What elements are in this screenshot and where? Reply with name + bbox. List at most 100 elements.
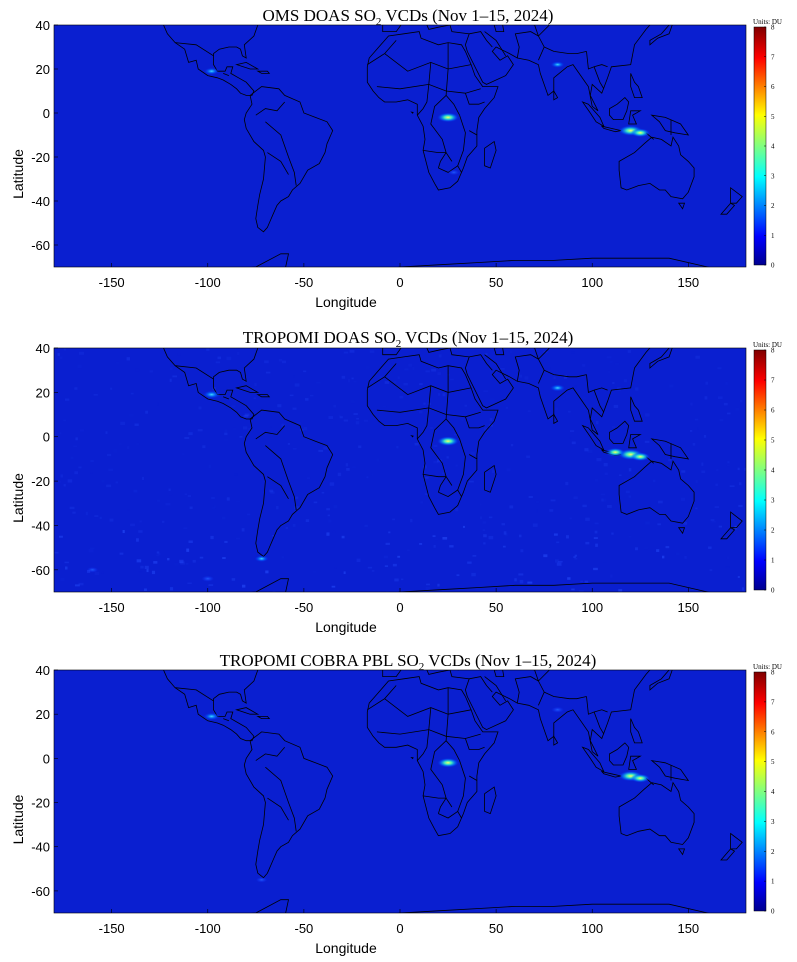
- noise-cell: [54, 522, 58, 526]
- country-border: [465, 93, 485, 105]
- noise-cell: [604, 472, 608, 476]
- noise-cell: [174, 563, 178, 566]
- coastline: [677, 202, 686, 210]
- y-axis-label: Latitude: [10, 473, 26, 523]
- country-border: [416, 62, 432, 116]
- noise-cell: [412, 366, 415, 371]
- noise-cell: [741, 587, 744, 591]
- coastline: [730, 186, 743, 204]
- noise-cell: [430, 426, 433, 429]
- noise-cell: [341, 535, 345, 539]
- noise-cell: [223, 439, 228, 441]
- coastline: [650, 114, 690, 136]
- noise-cell: [224, 429, 228, 433]
- noise-cell: [188, 540, 193, 543]
- noise-cell: [127, 509, 131, 511]
- noise-cell: [339, 416, 343, 419]
- noise-cell: [425, 586, 431, 591]
- noise-cell: [704, 396, 708, 400]
- noise-cell: [556, 541, 560, 544]
- noise-cell: [143, 588, 147, 591]
- noise-cell: [120, 421, 126, 425]
- noise-cell: [645, 521, 650, 525]
- country-border: [267, 152, 289, 175]
- coastline: [600, 770, 622, 778]
- noise-cell: [716, 469, 719, 472]
- noise-cell: [136, 538, 139, 542]
- noise-cell: [367, 566, 373, 569]
- country-border: [267, 797, 289, 821]
- noise-cell: [653, 479, 656, 483]
- colorbar-tick-label: 3: [771, 172, 775, 180]
- noise-cell: [202, 445, 206, 449]
- noise-cell: [718, 525, 723, 528]
- noise-cell: [182, 453, 184, 455]
- y-tick-label: -20: [31, 474, 50, 489]
- noise-cell: [568, 410, 571, 413]
- noise-cell: [215, 361, 221, 364]
- noise-cell: [519, 374, 523, 378]
- noise-cell: [690, 402, 693, 406]
- country-border: [469, 354, 493, 371]
- noise-cell: [689, 429, 693, 432]
- noise-cell: [371, 473, 373, 476]
- noise-cell: [363, 419, 369, 422]
- noise-cell: [615, 363, 619, 365]
- noise-cell: [169, 493, 172, 495]
- noise-cell: [294, 383, 300, 387]
- noise-cell: [129, 414, 133, 417]
- noise-cell: [136, 443, 139, 445]
- noise-cell: [165, 503, 171, 506]
- coastline: [609, 420, 630, 444]
- noise-cell: [305, 519, 310, 523]
- noise-cell: [420, 501, 424, 504]
- country-border: [376, 729, 481, 739]
- y-tick-label: -20: [31, 796, 50, 811]
- noise-cell: [59, 535, 63, 538]
- noise-cell: [506, 468, 511, 472]
- noise-cell: [146, 569, 149, 573]
- noise-cell: [574, 554, 578, 557]
- noise-cell: [518, 573, 524, 576]
- noise-cell: [119, 443, 122, 446]
- noise-cell: [483, 427, 488, 431]
- coastline: [677, 848, 686, 856]
- noise-cell: [569, 430, 575, 432]
- colorbar-tick-label: 3: [771, 497, 775, 505]
- noise-cell: [388, 531, 391, 534]
- coastline: [410, 435, 414, 438]
- noise-cell: [106, 484, 112, 488]
- coastline: [163, 670, 259, 742]
- noise-cell: [130, 392, 134, 395]
- noise-cell: [692, 442, 696, 446]
- noise-cell: [347, 379, 351, 383]
- noise-cell: [645, 413, 650, 417]
- noise-cell: [156, 403, 159, 406]
- coastline: [630, 396, 643, 422]
- noise-cell: [296, 422, 301, 426]
- noise-cell: [270, 427, 272, 429]
- noise-cell: [727, 464, 730, 466]
- noise-cell: [738, 504, 743, 508]
- noise-cell: [184, 437, 190, 439]
- noise-cell: [739, 482, 742, 486]
- noise-cell: [554, 559, 559, 563]
- noise-cell: [79, 351, 84, 355]
- noise-cell: [718, 396, 723, 399]
- country-border: [514, 676, 539, 704]
- country-border: [430, 418, 447, 493]
- coastline: [649, 25, 673, 46]
- noise-cell: [697, 511, 700, 514]
- noise-cell: [69, 506, 75, 510]
- noise-cell: [292, 523, 296, 527]
- noise-cell: [601, 498, 604, 502]
- coastline: [256, 716, 271, 719]
- noise-cell: [519, 579, 524, 584]
- country-border: [255, 425, 286, 440]
- coastline: [581, 746, 605, 773]
- noise-cell: [186, 548, 190, 552]
- noise-cell: [744, 467, 746, 471]
- noise-cell: [126, 357, 131, 361]
- noise-cell: [714, 506, 720, 508]
- noise-cell: [318, 449, 324, 452]
